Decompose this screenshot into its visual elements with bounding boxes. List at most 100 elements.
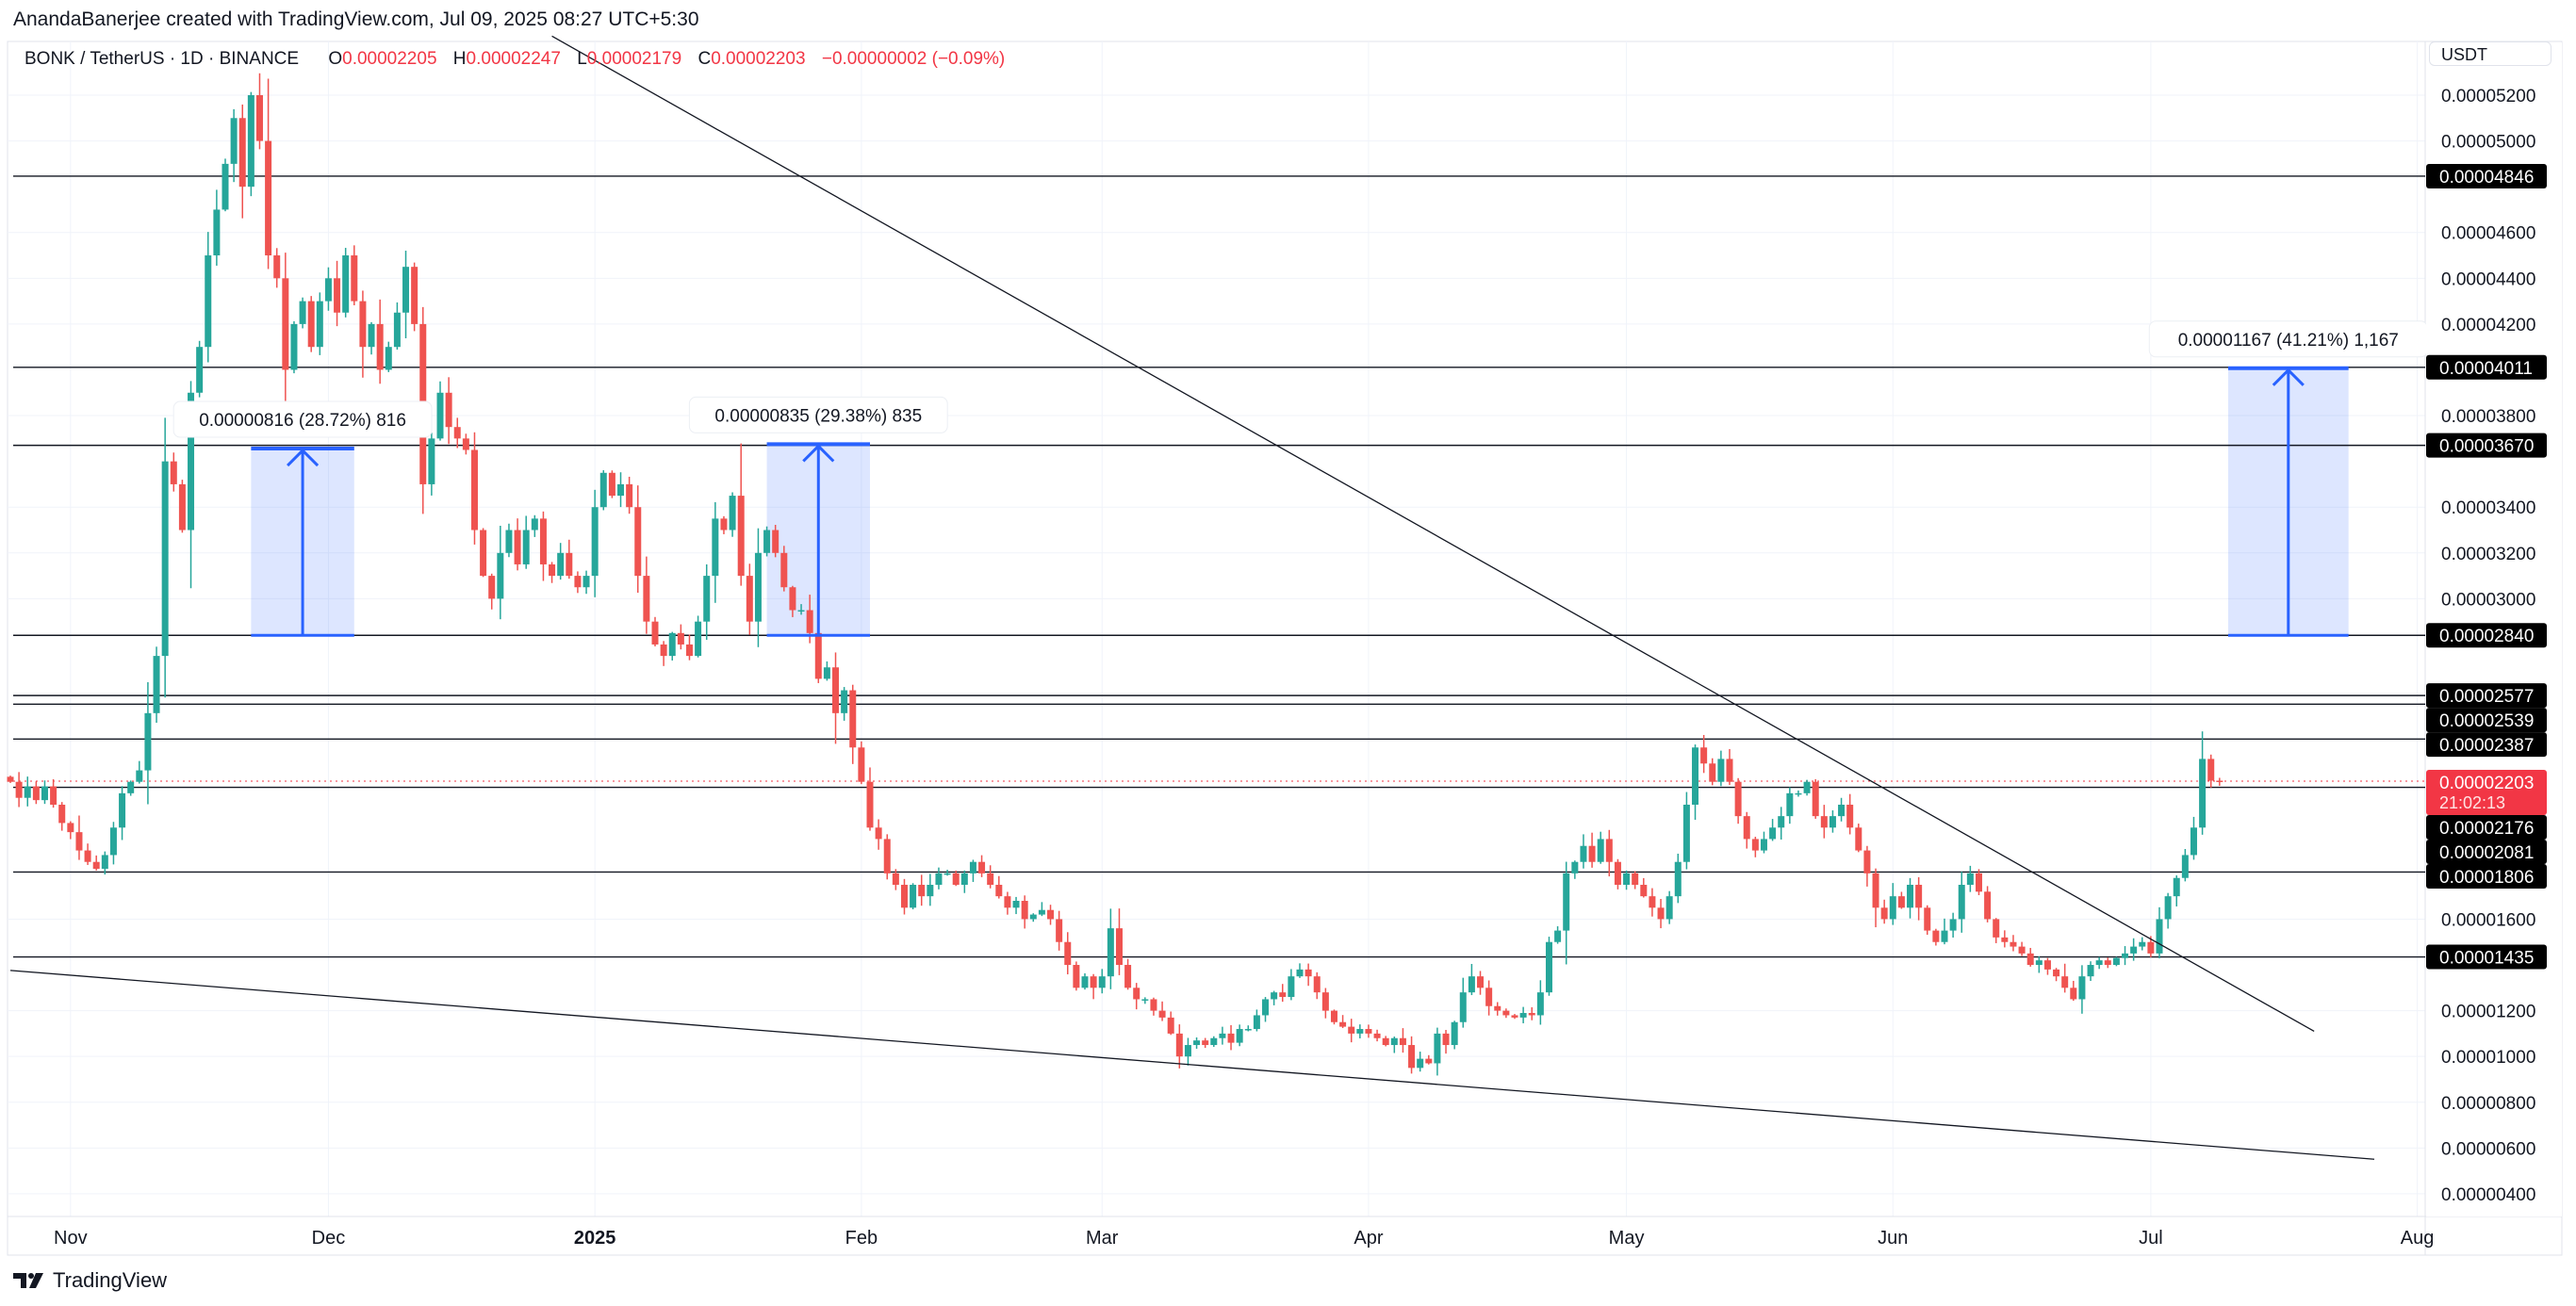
candle[interactable] (1760, 831, 1767, 854)
candle[interactable] (1528, 1006, 1535, 1020)
trendline[interactable] (9, 970, 2375, 1160)
candle[interactable] (290, 320, 298, 374)
candle[interactable] (1993, 918, 2000, 943)
candle[interactable] (1889, 883, 1896, 925)
candle[interactable] (952, 870, 960, 887)
candle[interactable] (1932, 928, 1940, 946)
candle[interactable] (265, 78, 272, 269)
candle[interactable] (393, 302, 401, 350)
candle[interactable] (470, 432, 478, 545)
candle[interactable] (2173, 875, 2180, 906)
candle[interactable] (1175, 1024, 1183, 1069)
candle[interactable] (67, 821, 74, 840)
candle[interactable] (1829, 809, 1836, 833)
candle[interactable] (1262, 997, 1270, 1022)
candle[interactable] (1924, 905, 1931, 936)
candle[interactable] (428, 433, 435, 496)
candle[interactable] (2139, 937, 2146, 951)
candle[interactable] (1012, 896, 1020, 915)
candle[interactable] (729, 492, 736, 537)
candle[interactable] (178, 480, 186, 533)
candle[interactable] (2061, 963, 2069, 993)
candle[interactable] (2156, 906, 2163, 959)
candle[interactable] (359, 290, 367, 378)
candle[interactable] (1751, 837, 1759, 857)
candle[interactable] (1554, 926, 1562, 944)
candle[interactable] (703, 563, 711, 640)
candle[interactable] (58, 802, 66, 831)
candle[interactable] (591, 489, 599, 597)
candle[interactable] (1536, 980, 1544, 1025)
candle[interactable] (445, 377, 452, 445)
candle[interactable] (1803, 779, 1811, 796)
candle[interactable] (1726, 748, 1733, 786)
candle[interactable] (531, 514, 538, 537)
candle[interactable] (334, 260, 341, 327)
trendline[interactable] (551, 35, 2315, 1033)
candle[interactable] (1674, 853, 1682, 904)
candle[interactable] (1038, 902, 1045, 917)
candle[interactable] (1288, 969, 1295, 1001)
candle[interactable] (1244, 1025, 1252, 1032)
candle[interactable] (1442, 1029, 1450, 1054)
candle[interactable] (1434, 1027, 1441, 1076)
candle[interactable] (927, 873, 934, 906)
candle[interactable] (651, 616, 659, 646)
candle[interactable] (1064, 932, 1072, 975)
candle[interactable] (75, 815, 83, 860)
candle[interactable] (1451, 1020, 1458, 1050)
candle[interactable] (1219, 1026, 1226, 1045)
candle[interactable] (634, 485, 642, 594)
candle[interactable] (488, 573, 496, 610)
candle[interactable] (376, 299, 384, 384)
candle[interactable] (2130, 938, 2138, 961)
candle[interactable] (213, 189, 221, 266)
candle[interactable] (858, 741, 865, 785)
candle[interactable] (282, 253, 289, 403)
candle[interactable] (1167, 1011, 1174, 1036)
candle[interactable] (1820, 805, 1828, 839)
candle[interactable] (307, 296, 315, 352)
candle[interactable] (1640, 877, 1648, 898)
candle[interactable] (1227, 1024, 1235, 1051)
candle[interactable] (918, 874, 926, 906)
candle[interactable] (462, 433, 469, 455)
candle[interactable] (1657, 899, 1665, 929)
candle[interactable] (574, 571, 582, 594)
candle[interactable] (1107, 908, 1114, 989)
candle[interactable] (15, 772, 23, 808)
candle[interactable] (1709, 758, 1716, 786)
candle[interactable] (1150, 997, 1157, 1016)
candle[interactable] (1098, 969, 1106, 994)
candle[interactable] (1348, 1019, 1355, 1043)
candle[interactable] (1649, 888, 1656, 917)
candle[interactable] (841, 687, 848, 721)
candle[interactable] (1373, 1029, 1381, 1042)
candle[interactable] (1563, 861, 1570, 965)
candle[interactable] (1855, 824, 1862, 853)
candle[interactable] (368, 321, 375, 355)
candle[interactable] (255, 73, 263, 150)
candle[interactable] (1304, 963, 1312, 987)
candle[interactable] (32, 781, 40, 805)
candle[interactable] (892, 869, 899, 890)
candle[interactable] (1786, 787, 1794, 824)
candle[interactable] (832, 652, 840, 744)
candle[interactable] (849, 684, 857, 764)
candle[interactable] (24, 776, 31, 807)
candle[interactable] (1812, 778, 1819, 819)
tradingview-logo[interactable]: TradingView (13, 1268, 167, 1293)
candle[interactable] (2104, 957, 2111, 969)
candle[interactable] (1468, 963, 1475, 996)
candle[interactable] (1665, 890, 1673, 924)
candle[interactable] (1907, 877, 1914, 919)
candle[interactable] (1047, 905, 1055, 925)
candle[interactable] (41, 780, 48, 805)
candle[interactable] (1296, 963, 1304, 978)
candle[interactable] (789, 585, 796, 617)
symbol-name[interactable]: BONK / TetherUS · 1D · BINANCE (25, 49, 300, 69)
candle[interactable] (797, 604, 805, 615)
candle[interactable] (1743, 811, 1750, 849)
candle[interactable] (1090, 973, 1097, 1000)
candle[interactable] (1958, 872, 1965, 933)
